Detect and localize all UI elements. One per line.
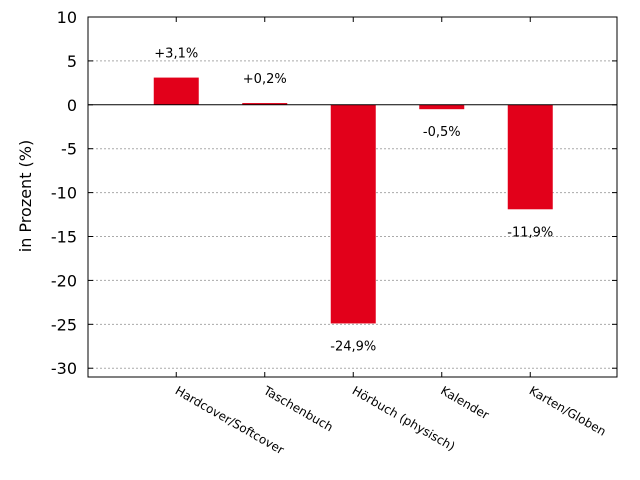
y-axis-label: in Prozent (%)	[16, 140, 35, 252]
bar	[242, 103, 288, 105]
data-label: -11,9%	[507, 225, 553, 240]
bars	[153, 77, 553, 324]
data-label: +3,1%	[154, 47, 198, 62]
x-tick-label: Kalender	[438, 383, 491, 422]
y-tick-label: -5	[61, 140, 77, 159]
bar	[153, 77, 199, 105]
x-tick-label: Taschenbuch	[260, 383, 335, 434]
y-tick-label: -10	[51, 184, 77, 203]
y-ticks: 10 5 0 -5 -10 -15 -20 -25 -30	[51, 8, 617, 378]
y-tick-label: -15	[51, 228, 77, 247]
x-tick-label: Karten/Globen	[527, 383, 609, 438]
y-tick-label: -20	[51, 271, 77, 290]
y-tick-label: 10	[57, 8, 77, 27]
y-tick-label: 0	[67, 96, 77, 115]
bar	[507, 104, 553, 210]
y-tick-label: 5	[67, 52, 77, 71]
y-tick-label: -30	[51, 359, 77, 378]
y-tick-label: -25	[51, 315, 77, 334]
data-label: -24,9%	[330, 339, 376, 354]
bar	[330, 104, 376, 324]
data-label: +0,2%	[243, 72, 287, 87]
data-label: -0,5%	[423, 125, 461, 140]
plot-frame	[87, 16, 618, 378]
data-labels: +3,1% +0,2% -24,9% -0,5% -11,9%	[154, 47, 553, 355]
bar	[419, 104, 465, 110]
